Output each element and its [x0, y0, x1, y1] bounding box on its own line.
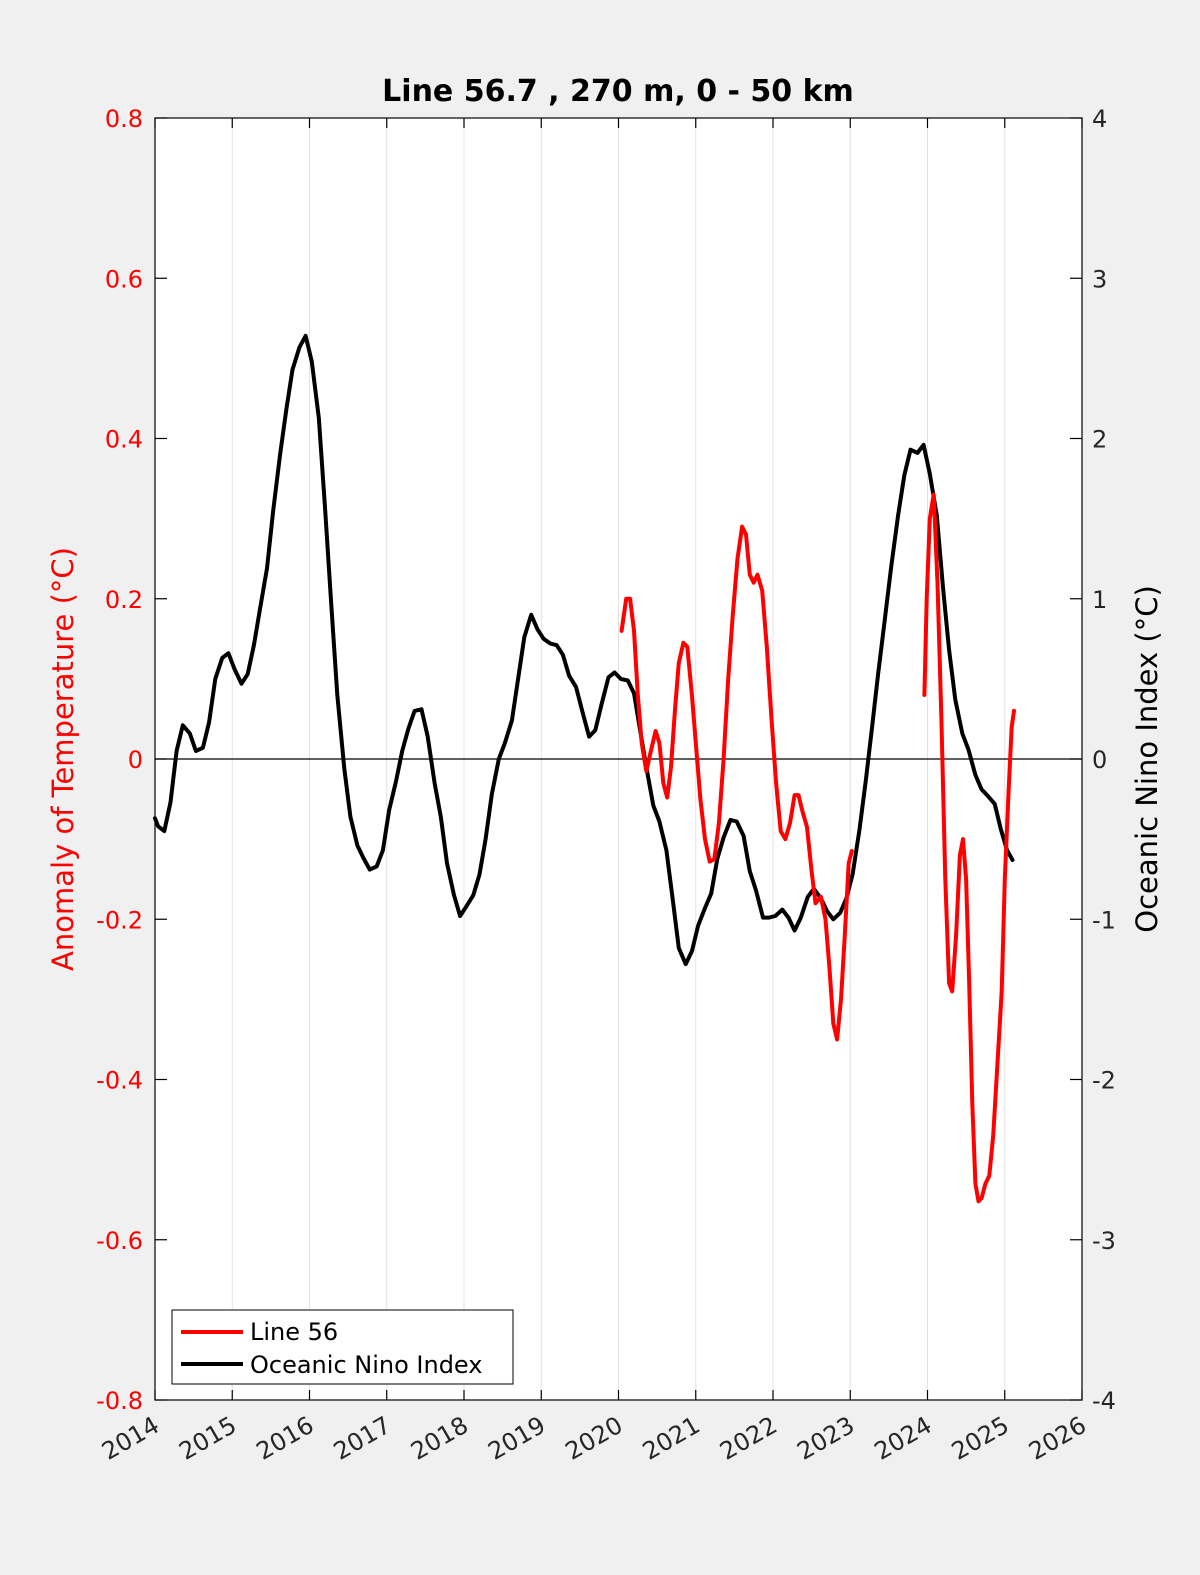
x-tick-label: 2020	[561, 1411, 628, 1466]
y-tick-label: 0.2	[105, 586, 143, 614]
y-tick-label: 0.8	[105, 105, 143, 133]
y-tick-label: -0.2	[96, 906, 143, 934]
y2-tick-label: -3	[1092, 1227, 1116, 1255]
x-tick-label: 2014	[97, 1411, 164, 1466]
series-line-line-56-segment-1	[619, 524, 854, 1042]
y-tick-label: 0.4	[105, 426, 143, 454]
y-tick-label: -0.4	[96, 1067, 143, 1095]
x-tick-label: 2023	[792, 1411, 859, 1466]
y2-tick-label: 4	[1092, 105, 1107, 133]
y-tick-label: 0	[128, 746, 143, 774]
x-tick-label: 2019	[483, 1411, 550, 1466]
y-tick-label: -0.8	[96, 1387, 143, 1415]
series-line-line-56-segment-2	[922, 492, 1016, 1204]
y2-tick-label: 0	[1092, 746, 1107, 774]
y2-tick-label: 2	[1092, 426, 1107, 454]
x-tick-label: 2017	[329, 1411, 396, 1466]
legend-label-line-56: Line 56	[250, 1318, 338, 1346]
x-tick-label: 2016	[252, 1411, 319, 1466]
y2-tick-label: -1	[1092, 906, 1116, 934]
legend: Line 56 Oceanic Nino Index	[171, 1309, 514, 1385]
y2-tick-label: -2	[1092, 1067, 1116, 1095]
legend-label-oni: Oceanic Nino Index	[250, 1351, 482, 1379]
x-tick-label: 2021	[638, 1411, 705, 1466]
y-tick-label: -0.6	[96, 1227, 143, 1255]
y2-tick-label: 3	[1092, 265, 1107, 293]
series-line-oni-segment-1	[153, 333, 1015, 967]
x-tick-label: 2018	[406, 1411, 473, 1466]
y2-tick-label: -4	[1092, 1387, 1116, 1415]
y-tick-label: 0.6	[105, 265, 143, 293]
x-tick-label: 2015	[174, 1411, 241, 1466]
series-layer	[153, 333, 1016, 1204]
y-axis-label: Anomaly of Temperature (°C)	[46, 547, 80, 971]
x-tick-label: 2026	[1024, 1411, 1091, 1466]
x-tick-label: 2022	[715, 1411, 782, 1466]
x-tick-label: 2024	[870, 1411, 937, 1466]
y2-tick-label: 1	[1092, 586, 1107, 614]
y2-axis-label: Oceanic Nino Index (°C)	[1130, 585, 1164, 933]
legend-box	[171, 1309, 514, 1385]
x-tick-label: 2025	[947, 1411, 1014, 1466]
chart-title: Line 56.7 , 270 m, 0 - 50 km	[382, 74, 854, 109]
